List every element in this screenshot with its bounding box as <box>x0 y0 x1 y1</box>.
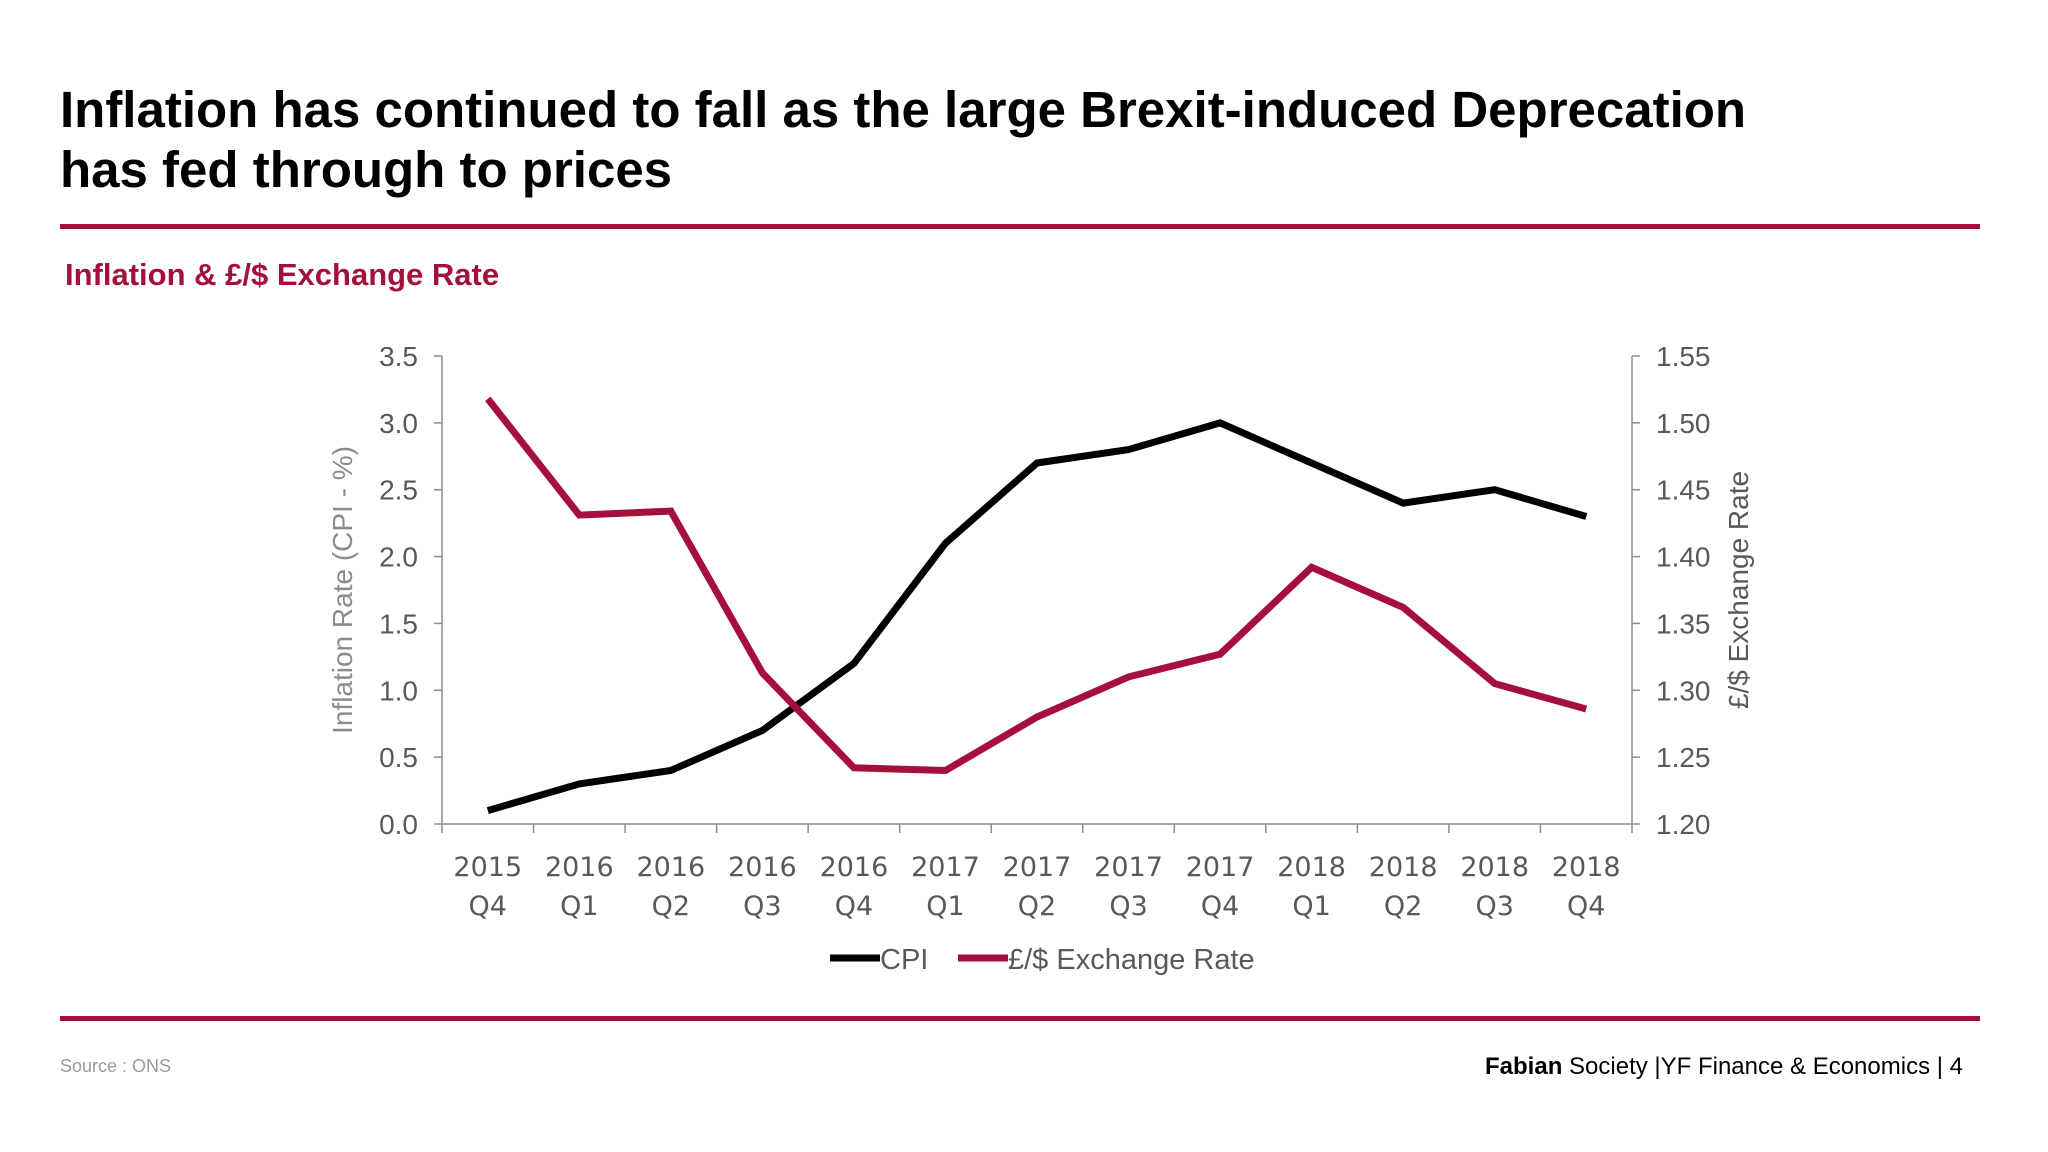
x-tick-label-year: 2018 <box>1460 852 1529 883</box>
x-tick-label-quarter: Q2 <box>1384 891 1422 922</box>
x-tick-label-year: 2017 <box>1003 852 1072 883</box>
right-tick-label: 1.25 <box>1656 742 1711 773</box>
footer-brand: Fabian <box>1485 1053 1563 1080</box>
right-tick-label: 1.50 <box>1656 408 1711 439</box>
page-number: 4 <box>1949 1053 1963 1080</box>
x-tick-label-quarter: Q3 <box>743 891 781 922</box>
x-tick-label-quarter: Q4 <box>835 891 873 922</box>
slide-title: Inflation has continued to fall as the l… <box>60 80 1960 200</box>
left-tick-label: 1.5 <box>379 608 418 639</box>
footer-text: Society |YF Finance & Economics | <box>1562 1053 1950 1080</box>
slide-title-line-2: has fed through to prices <box>60 141 673 198</box>
source-note: Source : ONS <box>60 1056 172 1076</box>
left-tick-label: 3.0 <box>379 408 418 439</box>
legend-label-cpi: CPI <box>880 944 928 976</box>
left-tick-label: 0.0 <box>379 809 418 840</box>
slide-title-line-1: Inflation has continued to fall as the l… <box>60 81 1747 138</box>
x-tick-label-year: 2016 <box>728 852 797 883</box>
x-tick-label-quarter: Q1 <box>560 891 598 922</box>
footer: Fabian Society |YF Finance & Economics |… <box>1485 1053 1963 1081</box>
right-tick-label: 1.45 <box>1656 475 1711 506</box>
x-tick-label-quarter: Q1 <box>1292 891 1330 922</box>
x-tick-label-year: 2016 <box>545 852 614 883</box>
x-tick-label-year: 2017 <box>1186 852 1255 883</box>
left-axis-title: Inflation Rate (CPI - %) <box>327 446 358 734</box>
x-tick-label-year: 2018 <box>1369 852 1438 883</box>
bottom-divider <box>60 1016 1980 1021</box>
x-tick-label-quarter: Q4 <box>1567 891 1605 922</box>
legend-label-fx: £/$ Exchange Rate <box>1008 944 1255 976</box>
left-tick-label: 3.5 <box>379 341 418 372</box>
fx-series-line <box>485 396 1588 775</box>
x-tick-label-year: 2015 <box>453 852 522 883</box>
x-tick-label-year: 2018 <box>1277 852 1346 883</box>
x-tick-label-quarter: Q4 <box>469 891 507 922</box>
cpi-series-line <box>486 419 1588 814</box>
x-tick-label-quarter: Q1 <box>926 891 964 922</box>
top-divider <box>60 224 1980 229</box>
x-tick-label-year: 2016 <box>820 852 889 883</box>
left-tick-label: 1.0 <box>379 675 418 706</box>
x-tick-label-quarter: Q2 <box>1018 891 1056 922</box>
right-axis-title: £/$ Exchange Rate <box>1723 471 1754 709</box>
left-tick-label: 2.0 <box>379 542 418 573</box>
left-tick-label: 2.5 <box>379 475 418 506</box>
x-tick-label-year: 2017 <box>911 852 980 883</box>
right-tick-label: 1.30 <box>1656 675 1711 706</box>
right-tick-label: 1.35 <box>1656 608 1711 639</box>
x-tick-label-quarter: Q2 <box>652 891 690 922</box>
x-tick-label-year: 2016 <box>636 852 705 883</box>
x-tick-label-quarter: Q3 <box>1109 891 1147 922</box>
chart-subtitle: Inflation & £/$ Exchange Rate <box>65 257 500 292</box>
right-tick-label: 1.55 <box>1656 341 1711 372</box>
x-tick-label-year: 2017 <box>1094 852 1163 883</box>
right-tick-label: 1.40 <box>1656 542 1711 573</box>
x-tick-label-quarter: Q3 <box>1475 891 1513 922</box>
right-tick-label: 1.20 <box>1656 809 1711 840</box>
x-tick-label-year: 2018 <box>1552 852 1621 883</box>
left-tick-label: 0.5 <box>379 742 418 773</box>
x-tick-label-quarter: Q4 <box>1201 891 1239 922</box>
